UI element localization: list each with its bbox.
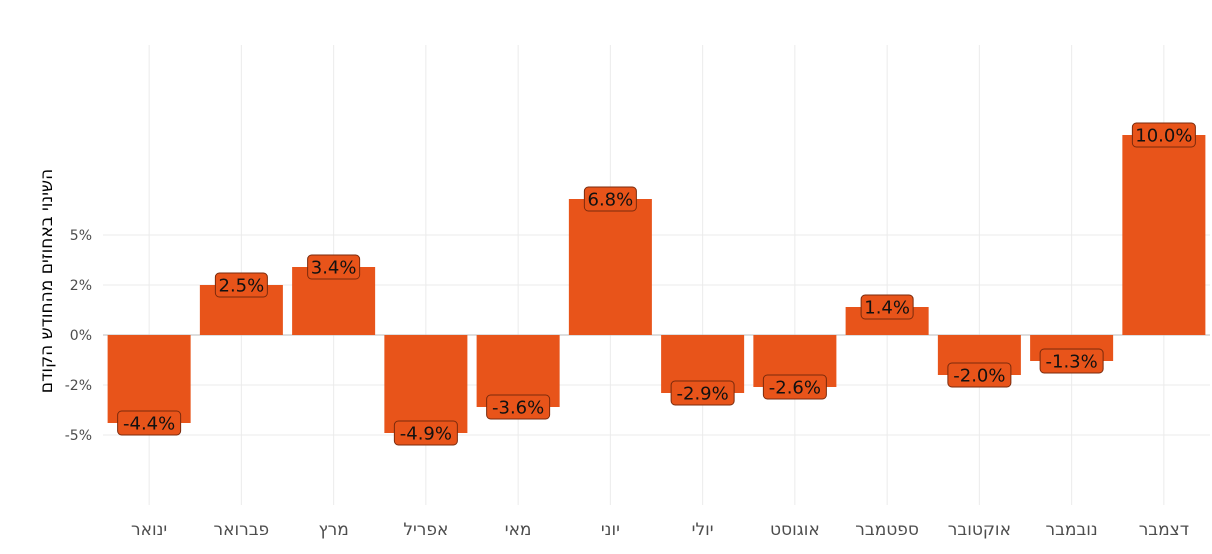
data-label-box: [762, 374, 827, 400]
data-label-box: [860, 294, 914, 320]
x-tick-label: אוגוסט: [770, 520, 820, 540]
data-label: 10.0%: [1135, 126, 1192, 147]
y-tick-label: 0%: [70, 328, 92, 344]
x-tick-label: מרץ: [318, 520, 348, 540]
data-label-box: [117, 410, 182, 436]
data-label: -1.3%: [1046, 352, 1098, 373]
x-tick-label: מאי: [505, 520, 532, 540]
y-axis: -5% -2% 0% 2% 5%: [65, 228, 92, 444]
x-tick-label: נובמבר: [1046, 520, 1098, 540]
data-label-box: [393, 420, 458, 446]
bar: [1122, 135, 1206, 335]
data-label-box: [1039, 348, 1104, 374]
data-labels: -4.4% 2.5% 3.4% -4.9% -3.6% 6.8% -2.9% -2.6% 1.4…: [117, 122, 1196, 446]
bars: [107, 135, 1206, 433]
x-tick-label: דצמבר: [1139, 520, 1189, 540]
x-tick-label: יולי: [692, 520, 714, 540]
data-label-box: [307, 254, 361, 280]
data-label-box: [214, 272, 268, 298]
y-axis-label: השינוי באחוזים מהחודש הקודם: [37, 169, 57, 393]
bar: [107, 335, 191, 423]
data-label-box: [583, 186, 637, 212]
data-label: 1.4%: [864, 298, 910, 319]
data-label-box: [947, 362, 1012, 388]
grid-lines: [103, 45, 1210, 505]
data-label: 3.4%: [311, 258, 357, 279]
data-label: 2.5%: [219, 276, 265, 297]
data-label: 6.8%: [588, 190, 634, 211]
data-label-box: [486, 394, 551, 420]
bar: [568, 199, 652, 335]
data-label: -4.9%: [400, 424, 452, 445]
x-tick-label: אפריל: [403, 520, 448, 540]
data-label-box: [670, 380, 735, 406]
data-label: -2.6%: [769, 378, 821, 399]
x-axis: ינואר פברואר מרץ אפריל מאי יוני יולי אוגוסט ספטמ…: [131, 520, 1189, 540]
x-tick-label: ספטמבר: [855, 520, 919, 540]
x-tick-label: אוקטובר: [948, 520, 1011, 540]
data-label-box: [1131, 122, 1196, 148]
y-tick-label: -5%: [65, 428, 92, 444]
x-tick-label: יוני: [601, 520, 620, 540]
data-label: -3.6%: [492, 398, 544, 419]
y-tick-label: 2%: [70, 278, 92, 294]
data-label: -2.0%: [953, 366, 1005, 387]
data-label: -2.9%: [677, 384, 729, 405]
x-tick-label: פברואר: [214, 520, 270, 540]
y-tick-label: -2%: [65, 378, 92, 394]
bar: [384, 335, 468, 433]
y-tick-label: 5%: [70, 228, 92, 244]
x-tick-label: ינואר: [131, 520, 167, 540]
data-label: -4.4%: [123, 414, 175, 435]
